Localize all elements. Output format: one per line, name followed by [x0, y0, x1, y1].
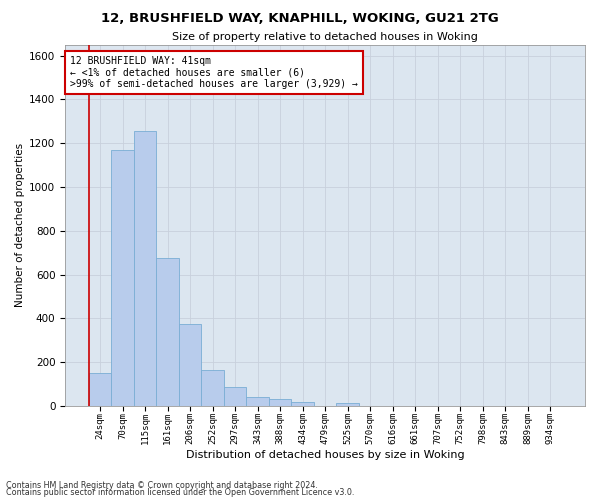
Bar	[179, 324, 201, 406]
Title: Size of property relative to detached houses in Woking: Size of property relative to detached ho…	[172, 32, 478, 42]
Bar	[201, 370, 224, 406]
Bar	[269, 400, 292, 406]
Text: Contains public sector information licensed under the Open Government Licence v3: Contains public sector information licen…	[6, 488, 355, 497]
X-axis label: Distribution of detached houses by size in Woking: Distribution of detached houses by size …	[186, 450, 464, 460]
Text: Contains HM Land Registry data © Crown copyright and database right 2024.: Contains HM Land Registry data © Crown c…	[6, 480, 318, 490]
Text: 12, BRUSHFIELD WAY, KNAPHILL, WOKING, GU21 2TG: 12, BRUSHFIELD WAY, KNAPHILL, WOKING, GU…	[101, 12, 499, 26]
Bar	[337, 402, 359, 406]
Bar	[247, 397, 269, 406]
Bar	[111, 150, 134, 406]
Bar	[224, 388, 247, 406]
Bar	[134, 131, 156, 406]
Bar	[89, 373, 111, 406]
Text: 12 BRUSHFIELD WAY: 41sqm
← <1% of detached houses are smaller (6)
>99% of semi-d: 12 BRUSHFIELD WAY: 41sqm ← <1% of detach…	[70, 56, 358, 88]
Bar	[292, 402, 314, 406]
Y-axis label: Number of detached properties: Number of detached properties	[15, 143, 25, 308]
Bar	[156, 258, 179, 406]
